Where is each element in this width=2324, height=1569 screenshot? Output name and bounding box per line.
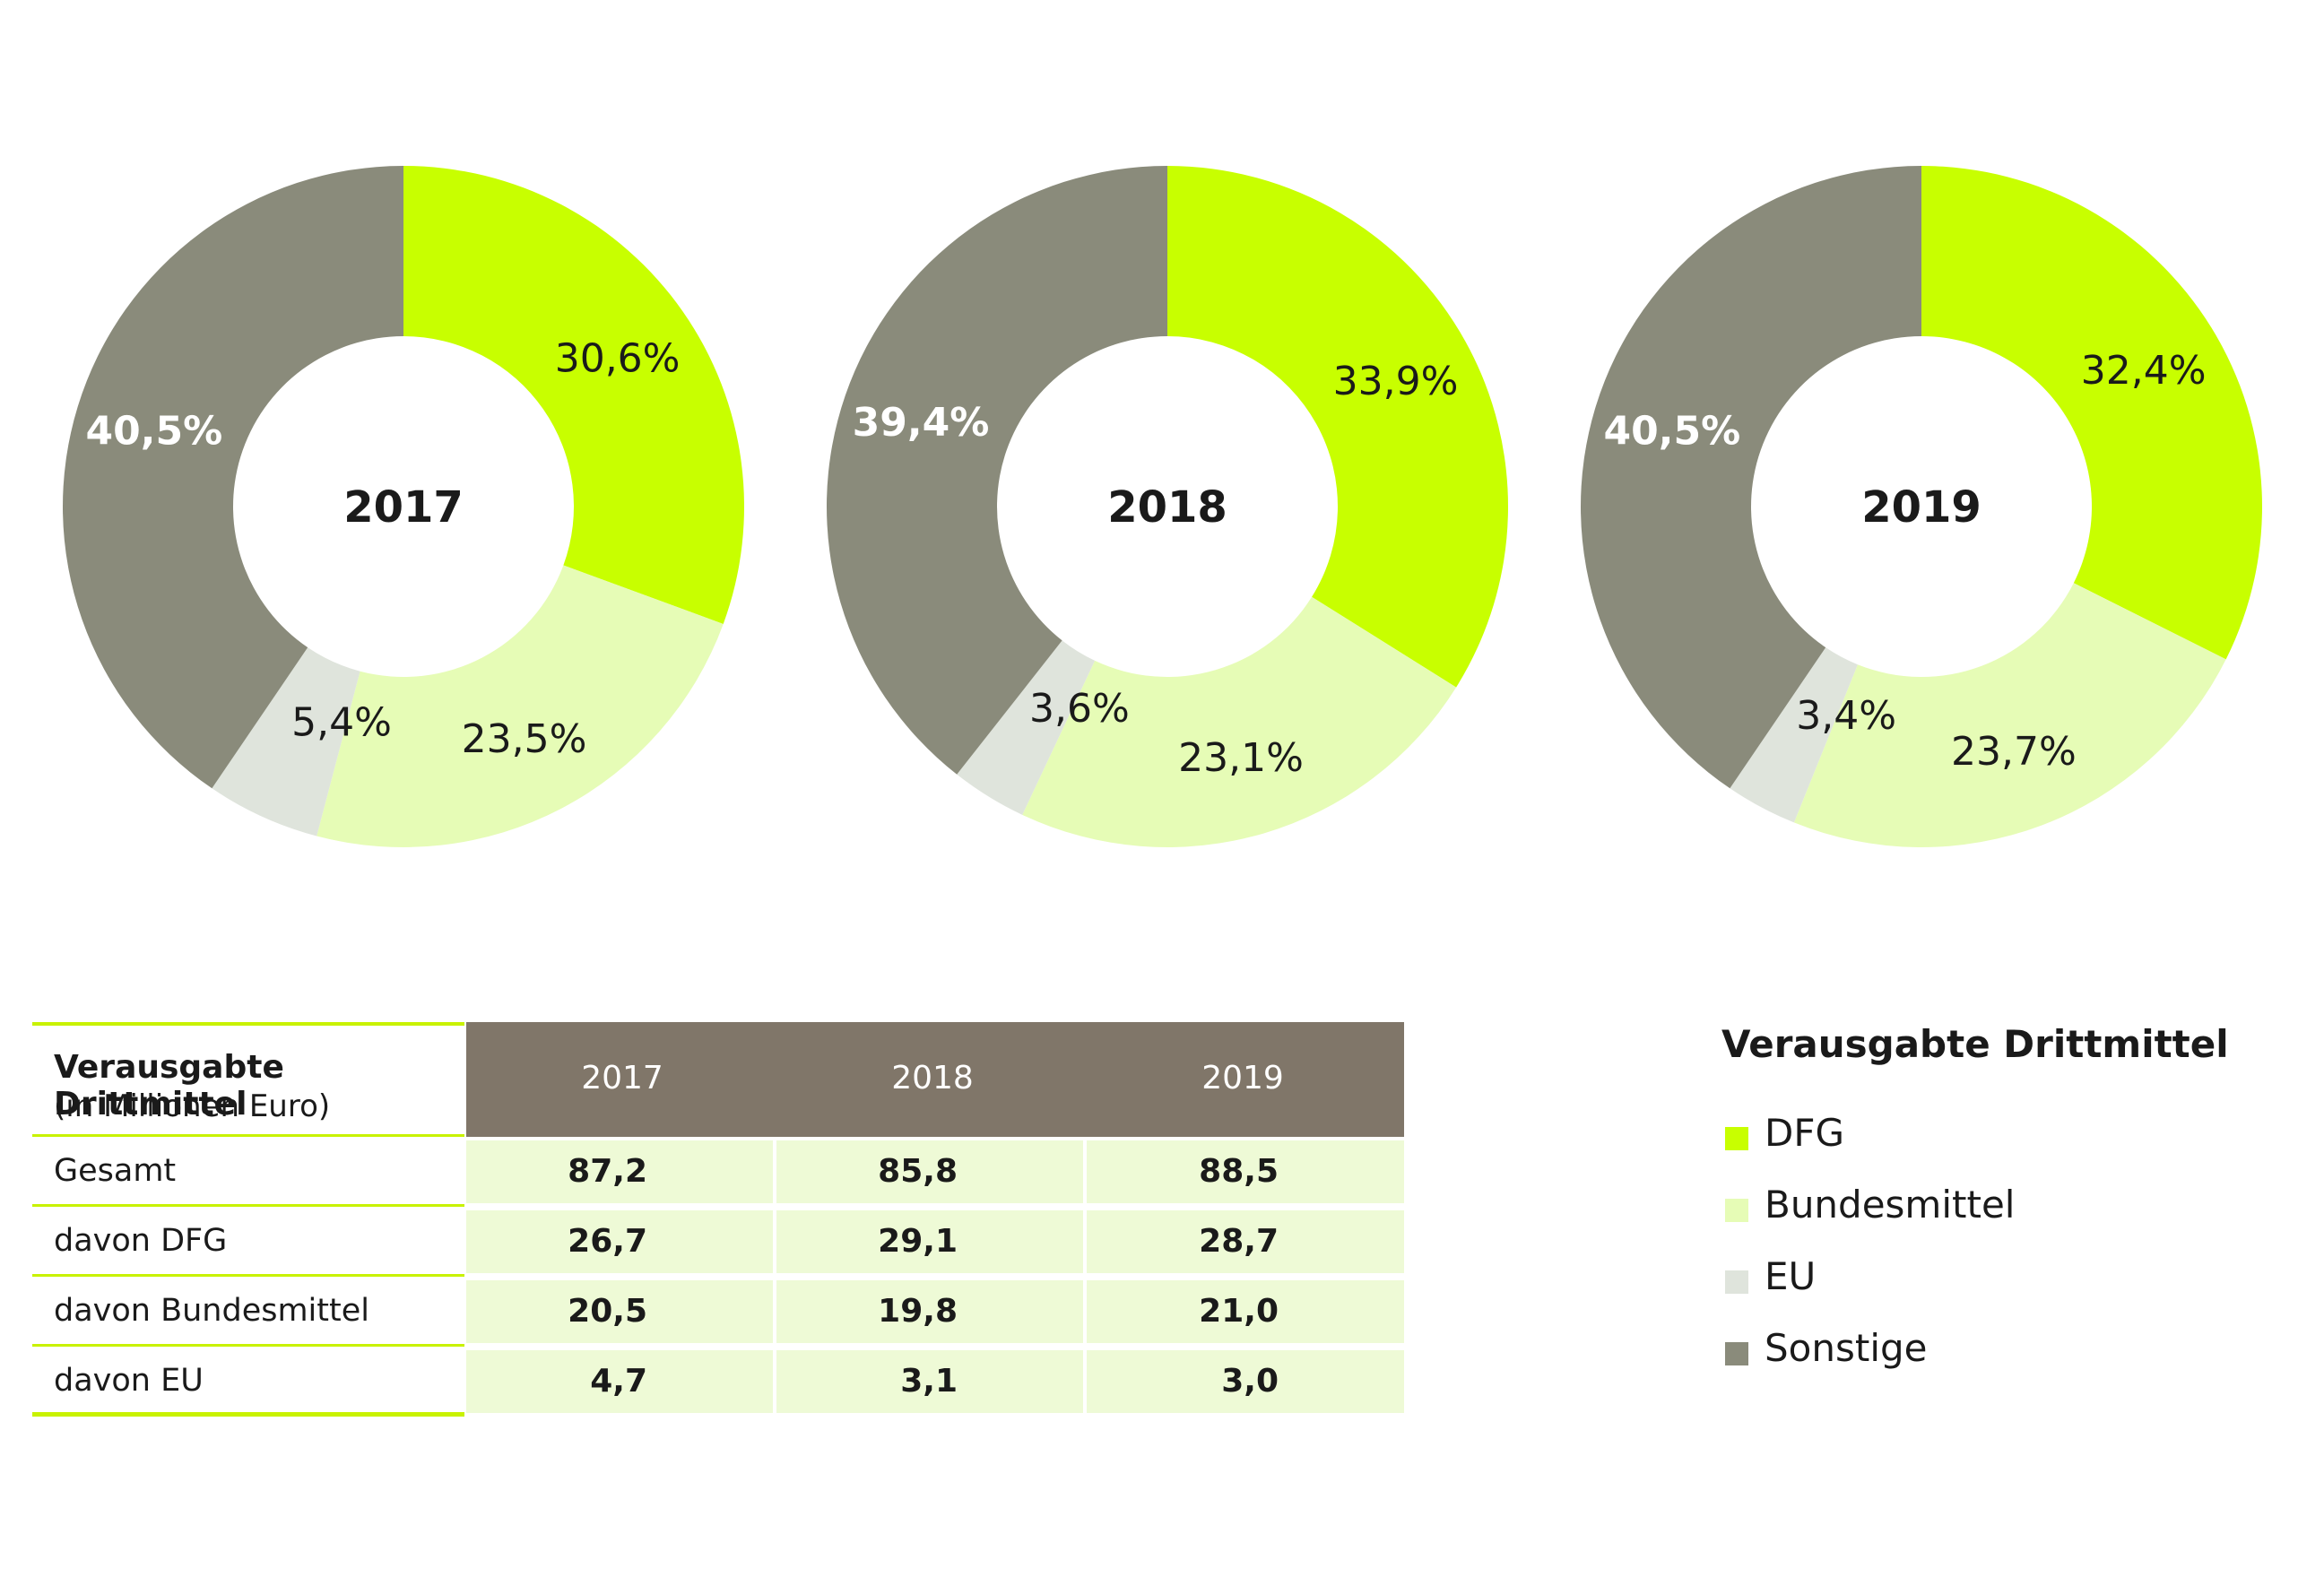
- legend-item-dfg: DFG: [1721, 1111, 2295, 1183]
- legend-label: Bundesmittel: [1765, 1183, 2016, 1227]
- row-label-cell: davon DFG: [32, 1207, 464, 1277]
- drittmittel-table: Verausgabte Drittmittel (in Millionen Eu…: [32, 1022, 1404, 1417]
- table-title: Verausgabte Drittmittel: [54, 1049, 284, 1123]
- table-subtitle: (in Millionen Euro): [54, 1088, 331, 1124]
- table-row: davon EU 4,7 3,1 3,0: [32, 1347, 1404, 1417]
- row-label: Gesamt: [54, 1153, 177, 1189]
- table-year-header: 2017 2018 2019: [466, 1022, 1404, 1137]
- row-label-cell: davon EU: [32, 1347, 464, 1417]
- value-cell: 29,1: [776, 1210, 1083, 1273]
- slice-label-bundesmittel: 23,7%: [1951, 729, 2077, 775]
- cell-value: 29,1: [878, 1223, 958, 1260]
- cell-value: 85,8: [878, 1153, 958, 1190]
- donut-slice-bundesmittel: [1022, 596, 1457, 848]
- cell-value: 26,7: [568, 1223, 647, 1260]
- slice-label-dfg: 32,4%: [2081, 348, 2207, 394]
- table-row: Gesamt 87,2 85,8 88,5: [32, 1137, 1404, 1207]
- value-cell: 26,7: [466, 1210, 773, 1273]
- slice-label-bundesmittel: 23,1%: [1178, 735, 1304, 781]
- value-cell: 3,0: [1087, 1350, 1404, 1413]
- donut-center-year: 2019: [1861, 482, 1981, 533]
- donut-slice-dfg: [1167, 166, 1508, 688]
- row-label-cell: davon Bundesmittel: [32, 1277, 464, 1347]
- donut-svg: 32,4% 23,7% 3,4% 40,5% 2019: [1581, 166, 2262, 847]
- value-cell: 3,1: [776, 1350, 1083, 1413]
- value-cell: 28,7: [1087, 1210, 1404, 1273]
- legend-item-bundesmittel: Bundesmittel: [1721, 1183, 2295, 1254]
- slice-label-eu: 3,6%: [1029, 686, 1130, 732]
- row-label: davon Bundesmittel: [54, 1293, 369, 1329]
- legend-swatch-dfg: [1725, 1127, 1748, 1150]
- legend-swatch-bundesmittel: [1725, 1199, 1748, 1222]
- slice-label-sonstige: 39,4%: [853, 400, 990, 446]
- legend-label: EU: [1765, 1254, 1817, 1298]
- legend: Verausgabte Drittmittel DFG Bundesmittel…: [1721, 1022, 2295, 1398]
- slice-label-eu: 3,4%: [1796, 693, 1896, 739]
- table-title-cell: Verausgabte Drittmittel (in Millionen Eu…: [32, 1022, 464, 1137]
- legend-item-eu: EU: [1721, 1254, 2295, 1326]
- table-row: davon DFG 26,7 29,1 28,7: [32, 1207, 1404, 1277]
- donut-slice-sonstige: [62, 166, 403, 789]
- legend-title: Verausgabte Drittmittel: [1721, 1022, 2229, 1066]
- value-cell: 4,7: [466, 1350, 773, 1413]
- donut-slice-bundesmittel: [317, 565, 724, 847]
- legend-swatch-sonstige: [1725, 1342, 1748, 1365]
- donut-slice-sonstige: [1581, 166, 1921, 789]
- cell-value: 20,5: [568, 1293, 647, 1330]
- donut-slice-eu: [1730, 647, 1858, 823]
- slice-label-sonstige: 40,5%: [1604, 408, 1741, 454]
- slice-label-eu: 5,4%: [291, 699, 392, 745]
- donut-slice-bundesmittel: [1793, 583, 2226, 847]
- donut-chart-2018: 33,9% 23,1% 3,6% 39,4% 2018: [818, 157, 1517, 856]
- slice-label-dfg: 30,6%: [555, 335, 681, 381]
- value-cell: 85,8: [776, 1140, 1083, 1203]
- donut-svg: 30,6% 23,5% 5,4% 40,5% 2017: [62, 166, 744, 847]
- donut-slice-sonstige: [827, 166, 1167, 775]
- legend-item-sonstige: Sonstige: [1721, 1326, 2295, 1398]
- slice-label-bundesmittel: 23,5%: [462, 716, 587, 762]
- row-label: davon DFG: [54, 1223, 228, 1259]
- donut-slice-eu: [212, 647, 360, 837]
- year-header-2019: 2019: [1201, 1060, 1284, 1097]
- value-cell: 87,2: [466, 1140, 773, 1203]
- cell-value: 88,5: [1199, 1153, 1279, 1190]
- cell-value: 3,0: [1221, 1363, 1279, 1400]
- value-cell: 88,5: [1087, 1140, 1404, 1203]
- legend-label: Sonstige: [1765, 1326, 1928, 1370]
- donut-chart-2017: 30,6% 23,5% 5,4% 40,5% 2017: [54, 157, 753, 856]
- value-cell: 19,8: [776, 1280, 1083, 1343]
- cell-value: 4,7: [590, 1363, 647, 1400]
- cell-value: 28,7: [1199, 1223, 1279, 1260]
- cell-value: 87,2: [568, 1153, 647, 1190]
- slice-label-dfg: 33,9%: [1333, 359, 1459, 404]
- donut-svg: 33,9% 23,1% 3,6% 39,4% 2018: [827, 166, 1508, 848]
- cell-value: 19,8: [878, 1293, 958, 1330]
- row-label: davon EU: [54, 1363, 204, 1399]
- donut-slice-eu: [957, 640, 1096, 815]
- table-row: davon Bundesmittel 20,5 19,8 21,0: [32, 1277, 1404, 1347]
- value-cell: 21,0: [1087, 1280, 1404, 1343]
- cell-value: 21,0: [1199, 1293, 1279, 1330]
- donut-center-year: 2017: [343, 482, 464, 533]
- donut-center-year: 2018: [1107, 482, 1227, 533]
- donut-slice-dfg: [403, 166, 744, 624]
- year-header-2018: 2018: [891, 1060, 974, 1097]
- slice-label-sonstige: 40,5%: [86, 408, 223, 454]
- donut-slice-dfg: [1921, 166, 2262, 660]
- row-label-cell: Gesamt: [32, 1137, 464, 1207]
- table-header: Verausgabte Drittmittel (in Millionen Eu…: [32, 1022, 1404, 1137]
- cell-value: 3,1: [900, 1363, 958, 1400]
- legend-label: DFG: [1765, 1111, 1845, 1155]
- value-cell: 20,5: [466, 1280, 773, 1343]
- donut-chart-2019: 32,4% 23,7% 3,4% 40,5% 2019: [1572, 157, 2271, 856]
- legend-swatch-eu: [1725, 1270, 1748, 1294]
- year-header-2017: 2017: [581, 1060, 663, 1097]
